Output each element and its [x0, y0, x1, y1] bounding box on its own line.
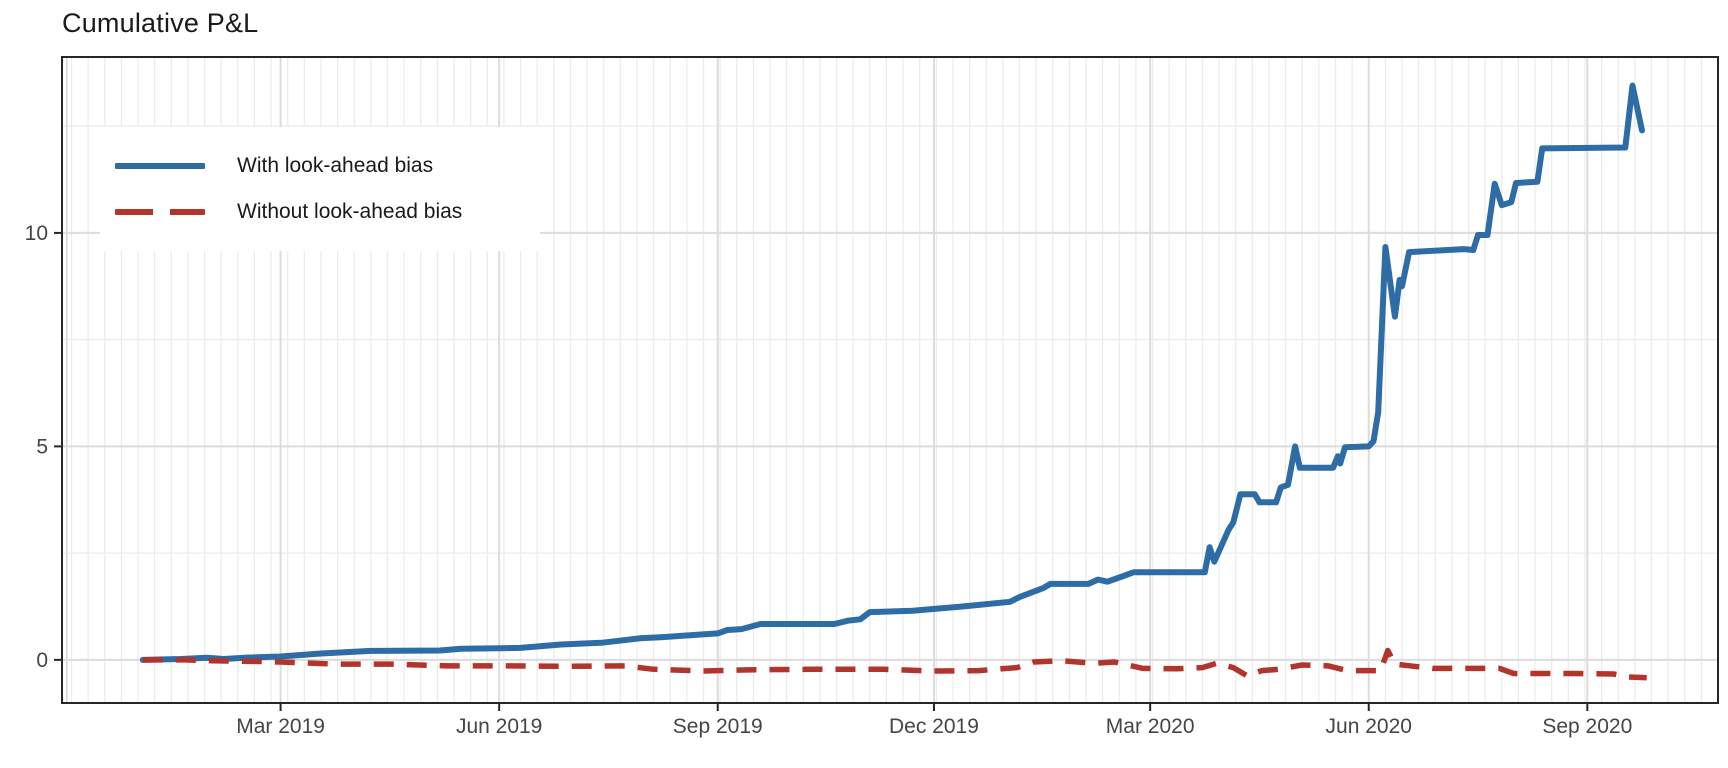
x-tick-label: Jun 2020	[1326, 715, 1412, 738]
legend-key-solid-line	[115, 163, 205, 169]
chart-title: Cumulative P&L	[62, 8, 259, 38]
y-tick-label: 5	[36, 435, 48, 458]
y-tick-label: 10	[25, 222, 48, 245]
x-tick-label: Dec 2019	[889, 715, 979, 738]
y-tick-label: 0	[36, 649, 48, 672]
x-tick-label: Sep 2020	[1542, 715, 1632, 738]
legend-key-dashed-line	[115, 209, 205, 215]
x-tick-label: Sep 2019	[673, 715, 763, 738]
x-tick-label: Jun 2019	[456, 715, 542, 738]
legend: With look-ahead bias Without look-ahead …	[100, 127, 540, 251]
series-with-lookahead-line	[139, 82, 1645, 663]
legend-item-label: With look-ahead bias	[237, 154, 434, 177]
series-without-lookahead-line	[142, 647, 1647, 681]
legend-item-with-bias: With look-ahead bias	[100, 143, 433, 189]
legend-item-label: Without look-ahead bias	[237, 200, 463, 223]
x-tick-label: Mar 2019	[236, 715, 325, 738]
x-tick-label: Mar 2020	[1106, 715, 1195, 738]
panel-border	[61, 56, 1719, 704]
legend-item-without-bias: Without look-ahead bias	[100, 189, 462, 235]
